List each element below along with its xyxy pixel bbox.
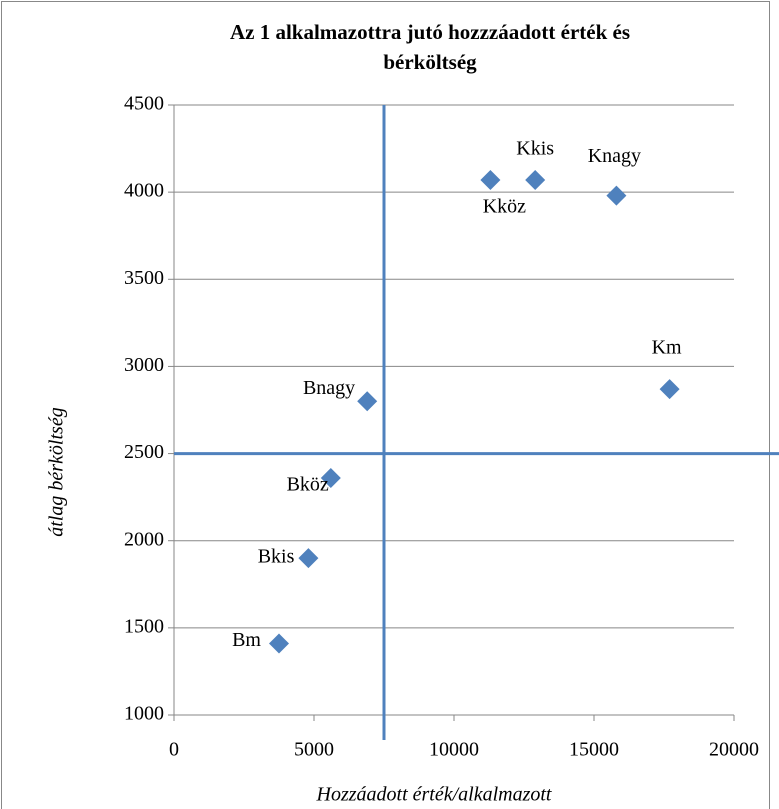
x-tick-label: 10000 [429,739,479,761]
x-axis-title: Hozzáadott érték/alkalmazott [316,784,552,806]
x-tick-label: 15000 [569,739,619,761]
y-tick-label: 3000 [124,354,164,376]
x-tick-label: 5000 [294,739,334,761]
point [269,633,289,654]
y-tick-label: 1000 [124,703,164,725]
title-line: bérköltség [383,50,477,74]
point [320,467,341,488]
chart-title: Az 1 alkalmazottra jutó hozzzáadott érté… [230,20,630,74]
y-tick-label: 4500 [124,93,164,115]
title-line: Az 1 alkalmazottra jutó hozzzáadott érté… [230,20,630,44]
y-tick-label: 1500 [124,615,164,637]
point [606,185,627,206]
y-tick-label: 2000 [124,528,164,550]
y-tick-label: 2500 [124,441,164,463]
point [659,379,680,400]
point-label: Kkis [516,138,554,160]
y-axis-title: átlag bérköltség [46,407,68,536]
point-label: Bnagy [303,377,355,399]
x-tick-label: 20000 [709,739,759,761]
y-tick-label: 3500 [124,267,164,289]
point [480,169,501,190]
point-label: Knagy [588,145,641,167]
x-tick-label: 0 [169,739,179,761]
point [298,548,319,569]
point [357,391,378,412]
y-tick-label: 4000 [124,180,164,202]
point [525,169,546,190]
point-label: Kköz [483,196,526,218]
point-label: Bkis [258,546,295,568]
point-label: Bm [232,629,261,651]
point-label: Km [652,337,682,359]
point-label: Bköz [287,474,329,496]
